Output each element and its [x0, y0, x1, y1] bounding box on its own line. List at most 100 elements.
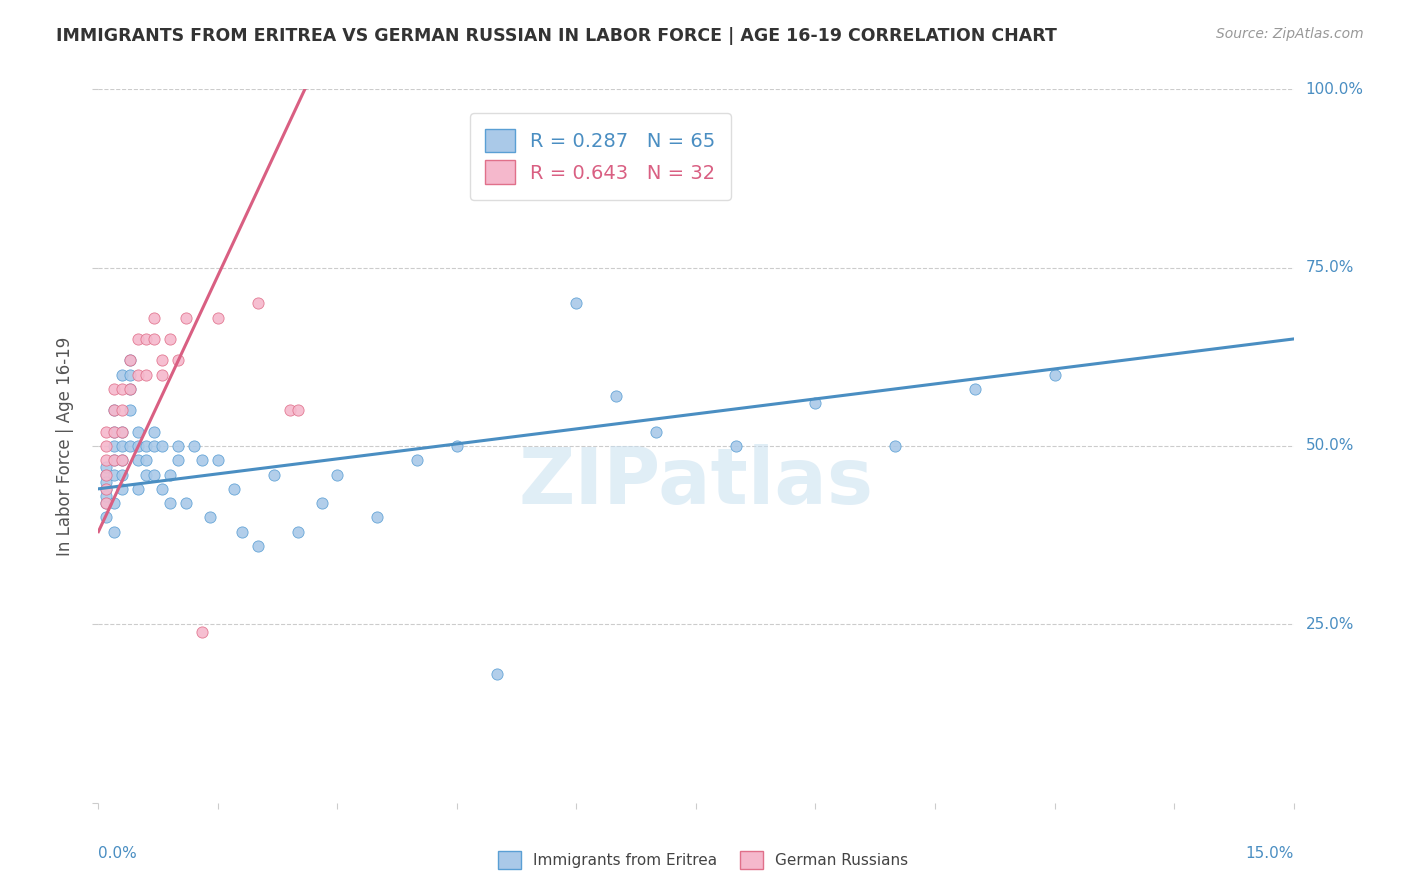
Point: [143, 310, 166, 325]
Text: 75.0%: 75.0%: [1306, 260, 1354, 275]
Point: [406, 453, 429, 467]
Point: [278, 403, 301, 417]
Point: [120, 368, 142, 382]
Point: [96, 439, 118, 453]
Point: [143, 439, 166, 453]
Point: [150, 439, 173, 453]
Point: [159, 467, 181, 482]
Point: [159, 332, 181, 346]
Point: [174, 496, 197, 510]
Point: [111, 439, 134, 453]
Point: [111, 368, 134, 382]
Point: [111, 403, 134, 417]
Point: [103, 425, 125, 439]
Point: [207, 310, 229, 325]
Point: [150, 353, 173, 368]
Point: [96, 482, 118, 496]
Point: [565, 296, 588, 310]
Point: [135, 332, 157, 346]
Point: [103, 439, 125, 453]
Point: [103, 403, 125, 417]
Point: [96, 460, 118, 475]
Point: [167, 453, 190, 467]
Point: [143, 467, 166, 482]
Point: [1043, 368, 1066, 382]
Point: [120, 353, 142, 368]
Point: [103, 496, 125, 510]
Point: [120, 403, 142, 417]
Point: [183, 439, 205, 453]
Legend: R = 0.287   N = 65, R = 0.643   N = 32: R = 0.287 N = 65, R = 0.643 N = 32: [470, 113, 731, 200]
Point: [96, 467, 118, 482]
Point: [103, 382, 125, 396]
Point: [103, 403, 125, 417]
Point: [963, 382, 986, 396]
Point: [96, 453, 118, 467]
Point: [127, 482, 149, 496]
Point: [246, 539, 269, 553]
Point: [174, 310, 197, 325]
Point: [111, 467, 134, 482]
Point: [120, 382, 142, 396]
Point: [120, 382, 142, 396]
Point: [311, 496, 333, 510]
Point: [645, 425, 668, 439]
Point: [246, 296, 269, 310]
Point: [159, 496, 181, 510]
Point: [96, 475, 118, 489]
Point: [446, 439, 468, 453]
Point: [143, 332, 166, 346]
Point: [103, 524, 125, 539]
Point: [127, 439, 149, 453]
Point: [167, 353, 190, 368]
Point: [96, 482, 118, 496]
Point: [127, 368, 149, 382]
Point: [111, 453, 134, 467]
Point: [96, 496, 118, 510]
Text: 100.0%: 100.0%: [1306, 82, 1364, 96]
Text: ZIPatlas: ZIPatlas: [519, 443, 873, 520]
Point: [485, 667, 508, 681]
Legend: Immigrants from Eritrea, German Russians: Immigrants from Eritrea, German Russians: [492, 845, 914, 875]
Text: 25.0%: 25.0%: [1306, 617, 1354, 632]
Text: 15.0%: 15.0%: [1246, 846, 1294, 861]
Point: [111, 425, 134, 439]
Y-axis label: In Labor Force | Age 16-19: In Labor Force | Age 16-19: [56, 336, 75, 556]
Point: [326, 467, 349, 482]
Point: [96, 510, 118, 524]
Point: [191, 624, 214, 639]
Point: [231, 524, 253, 539]
Point: [191, 453, 214, 467]
Point: [111, 382, 134, 396]
Point: [96, 489, 118, 503]
Point: [150, 368, 173, 382]
Point: [135, 439, 157, 453]
Point: [103, 425, 125, 439]
Point: [287, 524, 309, 539]
Point: [198, 510, 221, 524]
Point: [263, 467, 285, 482]
Point: [366, 510, 388, 524]
Text: 0.0%: 0.0%: [98, 846, 138, 861]
Point: [222, 482, 245, 496]
Point: [111, 453, 134, 467]
Point: [724, 439, 747, 453]
Point: [150, 482, 173, 496]
Point: [804, 396, 827, 410]
Point: [127, 425, 149, 439]
Point: [127, 453, 149, 467]
Point: [96, 467, 118, 482]
Point: [103, 453, 125, 467]
Text: IMMIGRANTS FROM ERITREA VS GERMAN RUSSIAN IN LABOR FORCE | AGE 16-19 CORRELATION: IMMIGRANTS FROM ERITREA VS GERMAN RUSSIA…: [56, 27, 1057, 45]
Point: [103, 453, 125, 467]
Point: [127, 332, 149, 346]
Point: [111, 425, 134, 439]
Point: [167, 439, 190, 453]
Point: [111, 482, 134, 496]
Point: [605, 389, 627, 403]
Point: [120, 353, 142, 368]
Point: [143, 425, 166, 439]
Point: [135, 453, 157, 467]
Point: [120, 439, 142, 453]
Point: [103, 467, 125, 482]
